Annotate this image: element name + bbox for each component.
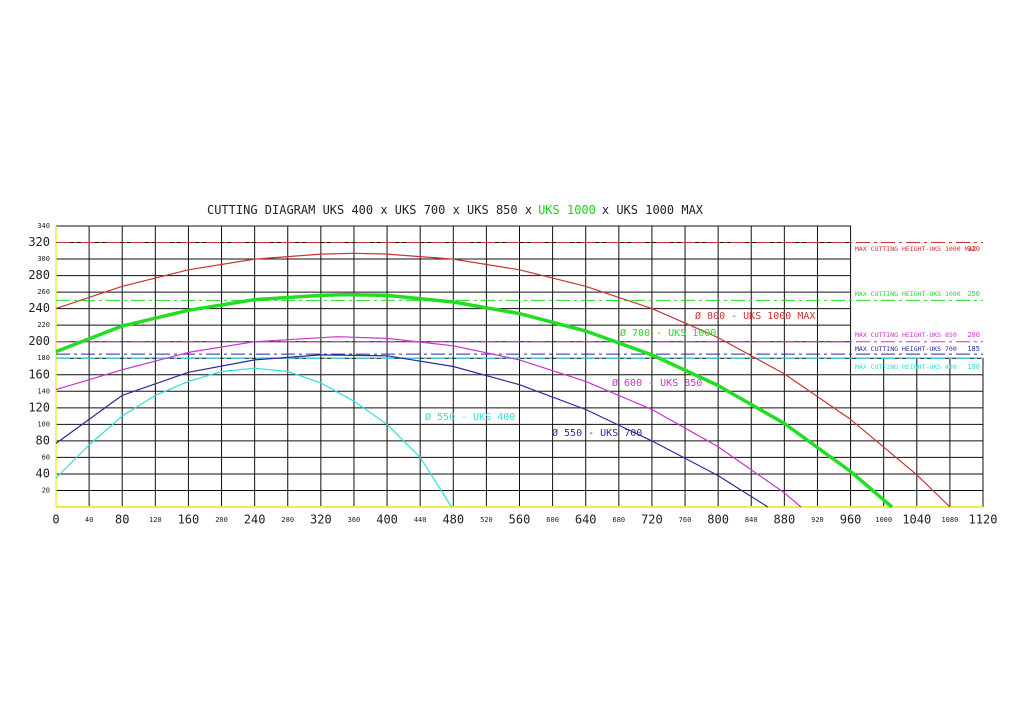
limit-label: MAX CUTTING HEIGHT-UKS 1000 [855, 290, 961, 298]
curve [55, 336, 802, 508]
x-tick-label: 1040 [902, 513, 931, 527]
y-tick-label: 40 [36, 466, 50, 480]
y-tick-label: 240 [28, 301, 50, 315]
y-tick-label: 220 [37, 321, 50, 329]
y-tick-label: 300 [37, 255, 50, 263]
x-tick-label: 40 [85, 516, 93, 524]
x-tick-label: 280 [281, 516, 294, 524]
curve-label: Ø 600 - UKS 850 [612, 377, 702, 389]
title-part: CUTTING DIAGRAM UKS 400 x UKS 700 x UKS … [207, 203, 532, 217]
y-tick-label: 200 [28, 334, 50, 348]
curve [55, 292, 894, 509]
y-tick-label: 120 [28, 400, 50, 414]
y-tick-label: 180 [37, 354, 50, 362]
limit-value: 180 [967, 363, 980, 371]
title-part: UKS 1000 [538, 203, 596, 217]
x-tick-label: 800 [707, 513, 729, 527]
x-tick-label: 920 [811, 516, 824, 524]
y-tick-label: 280 [28, 268, 50, 282]
y-tick-label: 80 [36, 433, 50, 447]
x-tick-label: 200 [215, 516, 228, 524]
y-tick-label: 160 [28, 367, 50, 381]
y-tick-label: 340 [37, 222, 50, 230]
limit-value: 185 [967, 345, 980, 353]
x-tick-label: 760 [679, 516, 692, 524]
x-tick-label: 480 [442, 513, 464, 527]
y-tick-label: 140 [37, 387, 50, 395]
y-tick-label: 260 [37, 288, 50, 296]
x-tick-label: 520 [480, 516, 493, 524]
y-tick-label: 60 [42, 453, 50, 461]
x-tick-label: 400 [376, 513, 398, 527]
x-tick-label: 320 [310, 513, 332, 527]
x-tick-label: 600 [546, 516, 559, 524]
x-tick-label: 120 [149, 516, 162, 524]
x-tick-label: 0 [52, 513, 59, 527]
curve [55, 354, 769, 508]
limit-value: 250 [967, 290, 980, 298]
chart-title: CUTTING DIAGRAM UKS 400 x UKS 700 x UKS … [207, 203, 704, 217]
x-tick-label: 640 [575, 513, 597, 527]
x-tick-label: 720 [641, 513, 663, 527]
x-tick-label: 880 [774, 513, 796, 527]
x-tick-label: 840 [745, 516, 758, 524]
x-tick-label: 960 [840, 513, 862, 527]
x-tick-label: 680 [612, 516, 625, 524]
x-tick-label: 1120 [969, 513, 998, 527]
title-part: x UKS 1000 MAX [602, 203, 704, 217]
x-tick-label: 360 [348, 516, 361, 524]
limit-label: MAX CUTTING HEIGHT-UKS 700 [855, 345, 957, 353]
curve-label: Ø 700 - UKS 1000 [620, 327, 716, 339]
limit-label: MAX CUTTING HEIGHT-UKS 850 [855, 331, 957, 339]
curve [55, 252, 951, 508]
x-tick-label: 240 [244, 513, 266, 527]
x-tick-label: 440 [414, 516, 427, 524]
x-tick-label: 560 [509, 513, 531, 527]
curve-label: Ø 800 - UKS 1000 MAX [695, 310, 815, 322]
x-tick-label: 160 [178, 513, 200, 527]
limit-label: MAX CUTTING HEIGHT-UKS 1000 MAX [855, 245, 976, 253]
limit-value: 200 [967, 331, 980, 339]
curve [55, 367, 453, 508]
curve-label: Ø 550 - UKS 400 [425, 411, 515, 423]
x-tick-label: 80 [115, 513, 129, 527]
limit-value: 320 [967, 245, 980, 253]
limit-label: MAX CUTTING HEIGHT-UKS 400 [855, 363, 957, 371]
y-tick-label: 20 [42, 486, 50, 494]
y-tick-label: 100 [37, 420, 50, 428]
y-tick-label: 320 [28, 235, 50, 249]
x-tick-label: 1000 [875, 516, 892, 524]
x-tick-label: 1080 [941, 516, 958, 524]
curve-label: Ø 550 - UKS 700 [552, 427, 642, 439]
